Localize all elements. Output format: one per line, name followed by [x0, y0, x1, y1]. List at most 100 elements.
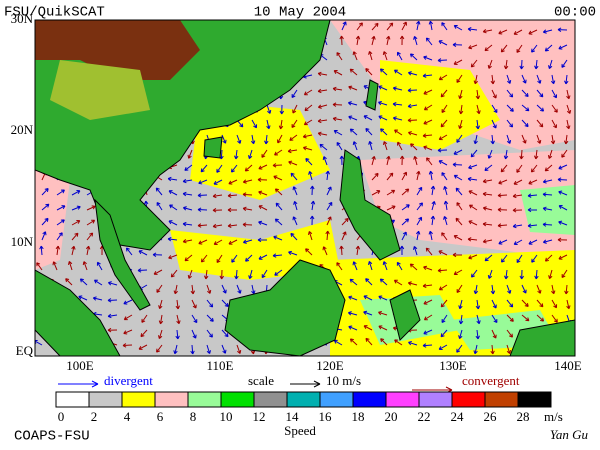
wind-arrow — [423, 299, 433, 305]
wind-arrow — [527, 193, 538, 198]
wind-arrow — [187, 269, 193, 279]
wind-arrow — [475, 299, 481, 310]
wind-arrow — [341, 217, 349, 226]
wind-arrow — [536, 119, 544, 128]
wind-arrow — [482, 206, 493, 211]
wind-arrow — [206, 299, 214, 308]
wind-arrow — [534, 59, 539, 70]
wind-arrow — [452, 42, 463, 47]
wind-arrow — [55, 245, 61, 256]
wind-arrow — [503, 59, 509, 70]
wind-arrow — [566, 89, 571, 100]
wind-arrow — [156, 344, 163, 353]
wind-arrow — [363, 295, 373, 301]
wind-arrow — [458, 299, 463, 310]
colorbar-tick: 8 — [190, 409, 197, 424]
wind-arrow — [242, 179, 253, 184]
wind-arrow — [363, 325, 373, 331]
colorbar-swatch — [484, 391, 519, 408]
wind-arrow — [438, 160, 448, 166]
legend-scale: scale — [248, 373, 274, 388]
wind-arrow — [536, 284, 542, 294]
wind-arrow — [203, 269, 209, 280]
wind-arrow — [261, 269, 268, 279]
wind-arrow — [487, 59, 493, 69]
wind-arrow — [521, 314, 530, 322]
wind-arrow — [326, 186, 332, 196]
wind-arrow — [512, 193, 523, 199]
header-left: FSU/QuikSCAT — [4, 5, 105, 21]
legend-divergent: divergent — [104, 373, 153, 388]
wind-arrow — [551, 104, 558, 113]
colorbar-title: Speed — [284, 423, 316, 438]
wind-arrow — [308, 170, 313, 181]
wind-arrow — [96, 261, 103, 271]
wind-arrow — [422, 133, 433, 138]
wind-arrow — [123, 299, 133, 305]
wind-arrow — [122, 343, 133, 348]
wind-arrow — [407, 118, 418, 123]
wind-arrow — [531, 254, 538, 263]
wind-arrow — [561, 59, 568, 68]
wind-arrow — [416, 170, 421, 181]
land-taiwan — [365, 79, 379, 111]
wind-arrow — [558, 190, 568, 196]
wind-arrow — [544, 44, 553, 52]
wind-arrow — [498, 29, 508, 35]
wind-arrow — [107, 327, 118, 333]
wind-arrow — [536, 89, 544, 98]
wind-arrow — [407, 71, 418, 76]
wind-arrow — [506, 284, 512, 294]
wind-arrow — [533, 149, 539, 160]
wind-arrow — [288, 160, 298, 166]
wind-arrow — [484, 44, 493, 52]
wind-arrow — [473, 134, 478, 145]
wind-arrow — [242, 222, 253, 227]
wind-arrow — [491, 104, 498, 114]
speed-zone — [360, 150, 575, 260]
wind-arrow — [423, 89, 433, 95]
footer-left: COAPS-FSU — [14, 429, 90, 445]
wind-arrow — [551, 89, 558, 99]
wind-arrow — [378, 85, 388, 91]
wind-arrow — [231, 254, 238, 263]
wind-arrow — [536, 299, 544, 308]
wind-arrow — [317, 88, 328, 94]
wind-arrow — [401, 231, 407, 241]
wind-arrow — [219, 269, 224, 280]
wind-arrow — [440, 89, 448, 98]
wind-arrow — [437, 148, 448, 153]
wind-arrow — [156, 284, 163, 293]
wind-arrow — [56, 219, 65, 226]
legend-convergent: convergent — [462, 373, 520, 388]
wind-arrow — [506, 134, 512, 144]
wind-arrow — [422, 73, 433, 78]
wind-arrow — [347, 311, 358, 316]
wind-arrow — [563, 134, 569, 145]
wind-arrow — [473, 344, 478, 355]
land-borneo — [224, 259, 346, 356]
wind-arrow — [288, 250, 298, 256]
colorbar-swatch — [121, 391, 156, 408]
wind-arrow — [399, 35, 405, 46]
wind-arrow — [506, 314, 514, 322]
wind-arrow — [278, 119, 284, 130]
wind-arrow — [191, 329, 197, 339]
wind-arrow — [544, 164, 553, 172]
wind-arrow — [137, 268, 148, 273]
wind-arrow — [332, 86, 343, 92]
lon-label: 130E — [439, 358, 467, 373]
wind-arrow — [528, 239, 538, 245]
wind-arrow — [561, 269, 568, 278]
wind-arrow — [416, 202, 423, 211]
wind-arrow — [484, 254, 493, 262]
wind-arrow — [423, 145, 433, 151]
wind-arrow — [228, 239, 238, 245]
wind-arrow — [437, 58, 448, 63]
colorbar-swatch — [187, 391, 222, 408]
wind-arrow — [317, 104, 328, 109]
wind-arrow — [341, 21, 347, 31]
colorbar-swatch — [55, 391, 90, 408]
wind-arrow — [277, 134, 283, 144]
wind-arrow — [521, 104, 530, 112]
